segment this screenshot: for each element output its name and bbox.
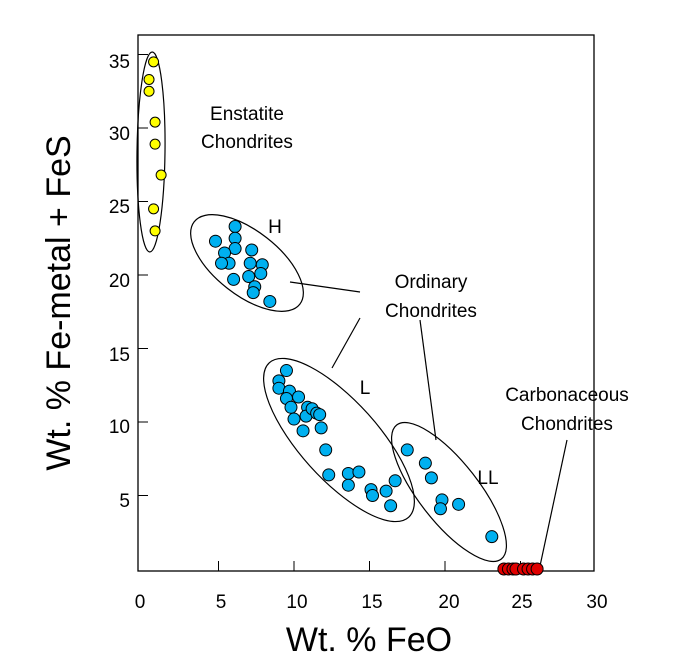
- l-label: L: [360, 378, 371, 399]
- ordinary-label-line-1: Ordinary: [395, 272, 468, 293]
- x-tick-label: 25: [511, 592, 532, 613]
- ll-label: LL: [477, 468, 498, 489]
- h-label: H: [268, 217, 282, 238]
- enstatite-label-line-1: Enstatite: [210, 104, 284, 125]
- data-point-l: [296, 424, 310, 438]
- x-tick-label: 15: [361, 592, 382, 613]
- data-point-l: [319, 443, 333, 457]
- data-point-l: [287, 412, 301, 426]
- leader-line-ordinary-ll: [419, 319, 437, 441]
- y-tick-label: 5: [119, 491, 130, 512]
- y-tick-label: 30: [109, 124, 130, 145]
- data-point-carbonaceous: [530, 562, 544, 576]
- leader-line-carbonaceous: [539, 439, 568, 567]
- data-point-enstatite: [148, 203, 160, 215]
- data-point-l: [388, 474, 402, 488]
- y-tick-label: 15: [109, 345, 130, 366]
- leader-line-ordinary-l: [331, 317, 361, 369]
- data-point-l: [292, 390, 306, 404]
- x-axis-label: Wt. % FeO: [286, 621, 452, 659]
- data-point-l: [352, 465, 366, 479]
- x-tick-label: 5: [216, 592, 227, 613]
- y-tick-label: 20: [109, 271, 130, 292]
- data-point-enstatite: [143, 85, 155, 97]
- data-point-h: [215, 256, 229, 270]
- ll-ellipse: [390, 421, 508, 563]
- data-point-ll: [485, 530, 499, 544]
- data-point-h: [243, 256, 257, 270]
- data-point-enstatite: [149, 138, 161, 150]
- data-point-l: [313, 408, 327, 422]
- data-points: [143, 56, 544, 576]
- data-point-l: [341, 478, 355, 492]
- x-tick-label: 30: [586, 592, 607, 613]
- data-point-enstatite: [143, 73, 155, 85]
- y-axis-label: Wt. % Fe-metal + FeS: [40, 135, 78, 470]
- data-point-l: [279, 364, 293, 378]
- leader-line-ordinary-h: [289, 281, 361, 293]
- group-labels: Enstatite Chondrites H Ordinary Chondrit…: [201, 104, 629, 489]
- data-point-h: [263, 294, 277, 308]
- h-ellipse: [190, 214, 304, 312]
- y-tick-label: 25: [109, 197, 130, 218]
- data-point-ll: [424, 471, 438, 485]
- x-tick-label: 10: [286, 592, 307, 613]
- data-point-ll: [433, 502, 447, 516]
- y-tick-labels: 5 10 15 20 25 30 35: [109, 52, 130, 512]
- group-ellipses: [136, 51, 508, 563]
- data-point-l: [384, 499, 398, 513]
- data-point-h: [245, 243, 259, 257]
- data-point-ll: [452, 497, 466, 511]
- carbonaceous-label-line-1: Carbonaceous: [505, 385, 629, 406]
- carbonaceous-label-line-2: Chondrites: [521, 414, 613, 435]
- data-point-l: [366, 489, 380, 502]
- x-tick-labels: 0 5 10 15 20 25 30: [135, 592, 608, 613]
- data-point-enstatite: [149, 225, 161, 237]
- l-ellipse: [263, 357, 415, 523]
- data-point-ll: [400, 443, 414, 457]
- data-point-enstatite: [155, 169, 167, 181]
- data-point-h: [254, 267, 268, 281]
- data-point-h: [227, 272, 241, 286]
- data-point-l: [314, 421, 328, 435]
- enstatite-label-line-2: Chondrites: [201, 132, 293, 153]
- data-point-h: [208, 234, 222, 248]
- y-tick-label: 10: [109, 417, 130, 438]
- data-point-h: [228, 219, 242, 233]
- y-tick-label: 35: [109, 52, 130, 73]
- axis-ticks: [138, 54, 521, 571]
- data-point-l: [341, 466, 355, 480]
- ordinary-label-line-2: Chondrites: [385, 301, 477, 322]
- plot-frame: [137, 34, 595, 572]
- enstatite-ellipse: [136, 51, 166, 253]
- data-point-enstatite: [149, 116, 161, 128]
- leader-lines: [289, 281, 568, 567]
- x-tick-label: 0: [135, 592, 146, 613]
- x-tick-label: 20: [438, 592, 459, 613]
- data-point-l: [379, 484, 393, 498]
- data-point-h: [242, 269, 256, 283]
- data-point-enstatite: [148, 56, 160, 68]
- data-point-h: [246, 286, 260, 300]
- data-point-l: [322, 468, 336, 482]
- data-point-l: [284, 400, 298, 414]
- data-point-ll: [418, 456, 432, 470]
